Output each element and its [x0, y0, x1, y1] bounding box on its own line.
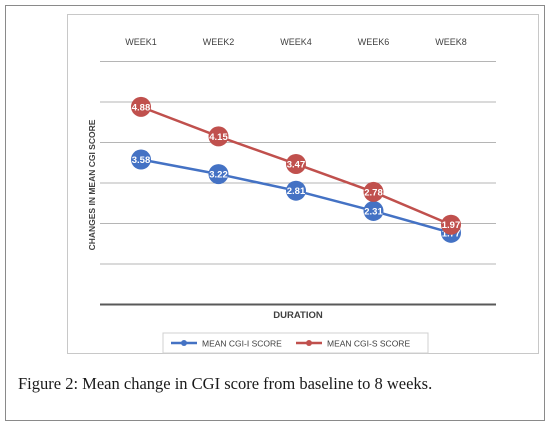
legend-marker [181, 340, 187, 346]
data-point [363, 200, 384, 221]
data-point [286, 180, 306, 201]
legend-box [162, 332, 429, 354]
legend-label: MEAN CGI-I SCORE [202, 339, 282, 349]
data-label: 3.58 [132, 155, 151, 166]
x-tick-label: WEEK2 [203, 37, 235, 47]
data-label: 3.47 [287, 159, 306, 170]
x-tick-label: WEEK8 [435, 37, 467, 47]
data-point [131, 96, 151, 117]
data-point [208, 126, 229, 147]
data-point [208, 164, 229, 185]
data-point [286, 153, 306, 174]
x-axis-title: DURATION [273, 310, 323, 321]
legend-label: MEAN CGI-S SCORE [327, 339, 410, 349]
data-label: 4.88 [132, 102, 151, 113]
figure-caption: Figure 2: Mean change in CGI score from … [18, 374, 548, 394]
data-label: 4.15 [209, 132, 228, 143]
caption-text: Mean change in CGI score from baseline t… [78, 374, 433, 393]
x-tick-label: WEEK4 [280, 37, 312, 47]
data-point [441, 214, 461, 235]
x-tick-label: WEEK6 [358, 37, 390, 47]
data-label: 3.22 [209, 170, 228, 181]
data-point [131, 149, 151, 170]
x-tick-label: WEEK1 [125, 37, 157, 47]
legend-marker [306, 340, 312, 346]
data-label: 1.97 [442, 220, 461, 231]
data-label: 2.81 [287, 186, 306, 197]
caption-label: Figure 2: [18, 374, 79, 393]
chart-area: WEEK1 WEEK2 WEEK4 WEEK6 WEEK8 CHANGES IN MEAN… [67, 14, 539, 354]
figure-frame: WEEK1 WEEK2 WEEK4 WEEK6 WEEK8 CHANGES IN MEAN… [5, 5, 545, 421]
data-point [363, 181, 384, 202]
data-label: 2.78 [364, 187, 383, 198]
y-axis-title: CHANGES IN MEAN CGI SCORE [87, 119, 97, 250]
line-chart: WEEK1 WEEK2 WEEK4 WEEK6 WEEK8 CHANGES IN MEAN… [87, 37, 496, 354]
data-label: 2.31 [364, 206, 383, 217]
